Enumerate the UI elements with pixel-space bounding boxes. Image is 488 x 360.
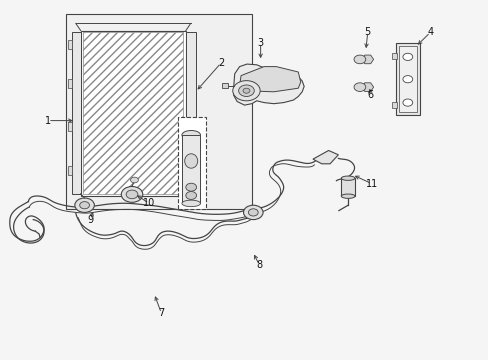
Circle shape (121, 186, 142, 202)
Bar (72, 32, 81, 194)
Bar (68, 166, 72, 175)
Text: 2: 2 (218, 58, 224, 68)
Circle shape (185, 192, 196, 199)
Circle shape (130, 177, 138, 183)
Circle shape (402, 53, 412, 60)
Bar (68, 122, 72, 131)
Circle shape (232, 81, 260, 101)
Circle shape (75, 198, 94, 212)
Text: 11: 11 (365, 179, 377, 189)
Circle shape (248, 209, 258, 216)
Bar (391, 102, 396, 108)
Circle shape (238, 85, 254, 96)
Text: 9: 9 (87, 215, 93, 225)
Bar (68, 79, 72, 88)
Bar (185, 32, 195, 194)
Polygon shape (233, 64, 304, 105)
Bar (398, 46, 416, 112)
Circle shape (353, 83, 365, 91)
Text: 7: 7 (158, 308, 164, 318)
Ellipse shape (182, 130, 200, 139)
Polygon shape (239, 67, 300, 92)
Bar (391, 53, 396, 59)
Bar (83, 32, 183, 194)
Bar (177, 117, 205, 209)
Circle shape (185, 183, 196, 191)
Bar (68, 40, 72, 49)
Bar (222, 83, 228, 88)
Bar (66, 14, 251, 209)
Bar (182, 135, 200, 203)
Text: 1: 1 (45, 116, 51, 126)
Ellipse shape (341, 194, 354, 198)
Text: 8: 8 (256, 260, 262, 270)
Circle shape (243, 88, 249, 93)
Ellipse shape (182, 200, 200, 207)
Text: 3: 3 (257, 38, 263, 48)
Polygon shape (361, 83, 373, 91)
Text: 10: 10 (142, 198, 155, 208)
Circle shape (353, 55, 365, 64)
Polygon shape (312, 150, 338, 164)
Text: 4: 4 (427, 27, 432, 37)
Circle shape (402, 99, 412, 106)
Circle shape (126, 190, 138, 199)
Bar (395, 43, 419, 115)
Circle shape (80, 202, 89, 209)
Bar (341, 178, 354, 196)
Circle shape (402, 76, 412, 83)
Polygon shape (361, 55, 373, 64)
Circle shape (243, 205, 263, 220)
Text: 6: 6 (367, 90, 373, 100)
Bar (81, 31, 185, 196)
Ellipse shape (184, 154, 197, 168)
Text: 5: 5 (364, 27, 370, 37)
Ellipse shape (341, 176, 354, 180)
